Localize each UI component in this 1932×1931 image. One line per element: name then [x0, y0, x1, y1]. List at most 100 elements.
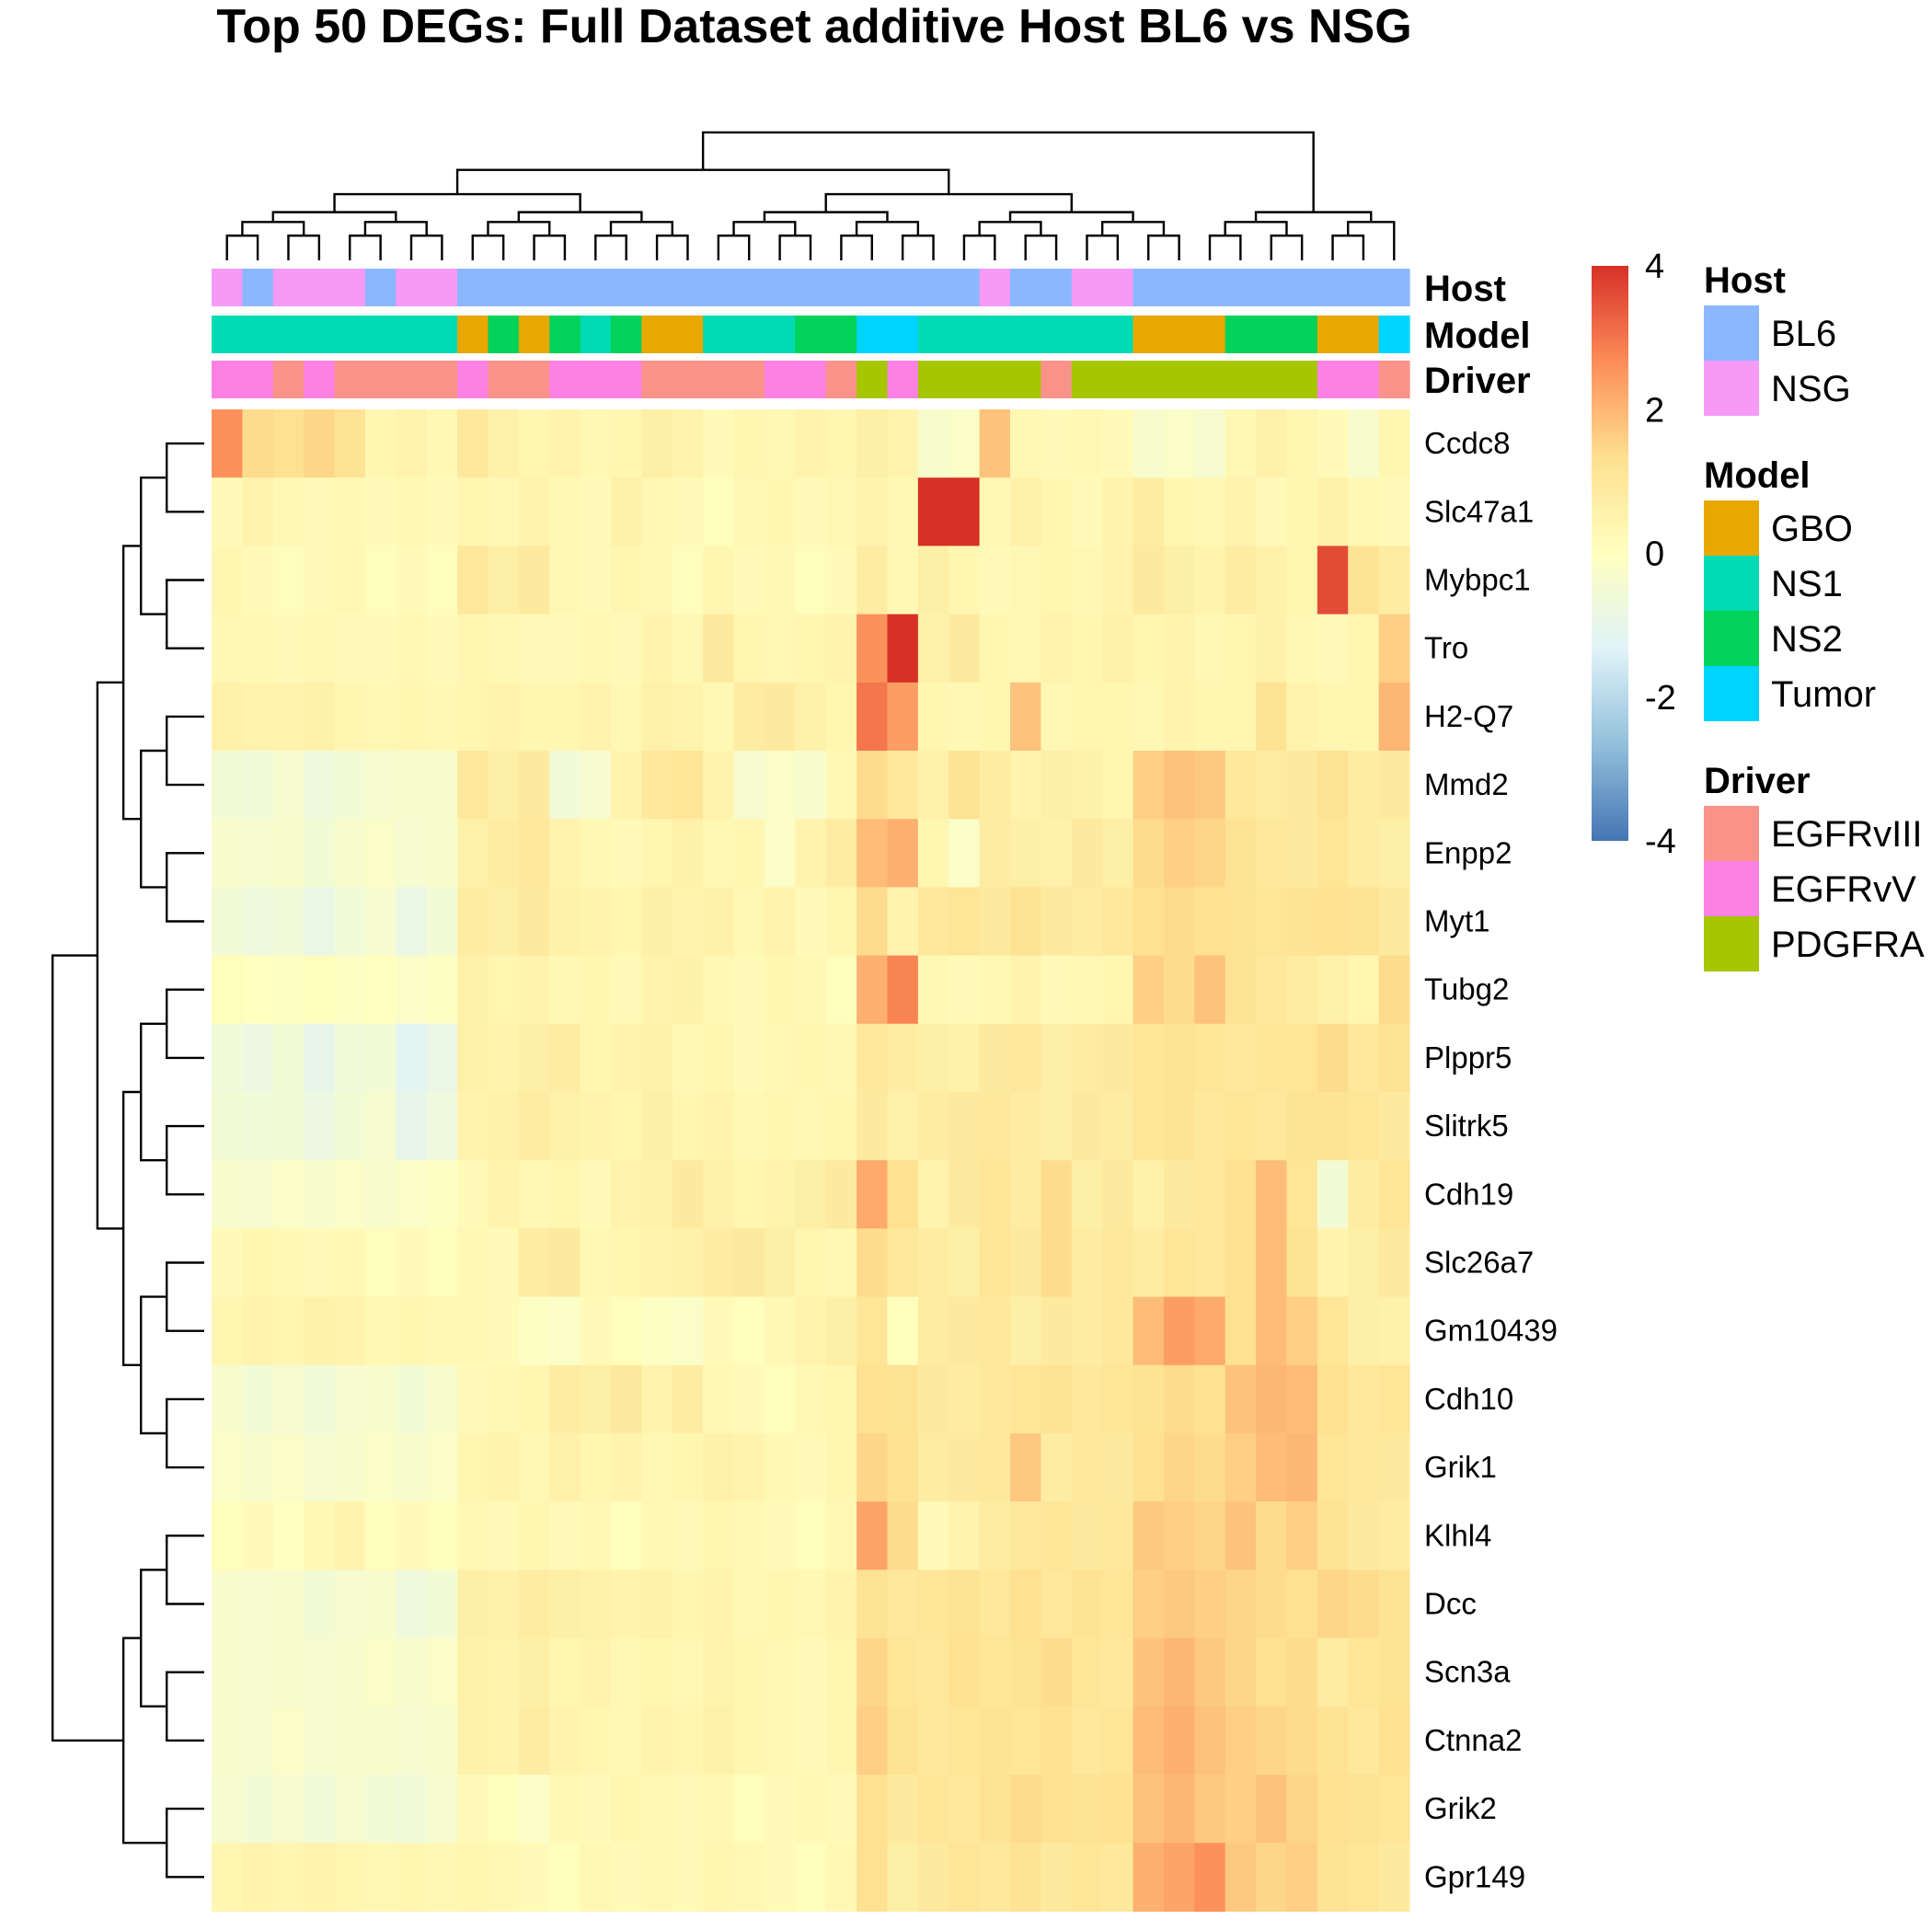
heatmap-cell [272, 1501, 305, 1570]
heatmap-cell [949, 955, 981, 1025]
heatmap-cell [672, 1775, 704, 1844]
legend-label: GBO [1771, 509, 1853, 549]
heatmap-cell [1378, 614, 1410, 684]
heatmap-cell [212, 751, 243, 820]
heatmap-cell [1010, 1706, 1041, 1776]
annotation-cell-host [611, 269, 642, 306]
heatmap-cell [1102, 546, 1134, 615]
annotation-cell-host [979, 269, 1011, 306]
heatmap-cell [949, 1433, 981, 1502]
heatmap-cell [1256, 1843, 1288, 1912]
annotation-cell-driver [917, 361, 949, 398]
heatmap-cell [1194, 1160, 1226, 1229]
heatmap-cell [764, 1433, 796, 1502]
heatmap-cell [457, 1296, 489, 1366]
heatmap-cell [1317, 1092, 1349, 1161]
heatmap-cell [641, 1775, 673, 1844]
heatmap-cell [1378, 1706, 1410, 1776]
heatmap-cell [1133, 1501, 1165, 1570]
heatmap-cell [1041, 1023, 1073, 1093]
heatmap-cell [1102, 1638, 1134, 1707]
heatmap-cell [1256, 1569, 1288, 1639]
annotation-cell-driver [1133, 361, 1165, 398]
annotation-cell-host [703, 269, 735, 306]
heatmap-cell [364, 1501, 397, 1570]
heatmap-cell [212, 955, 243, 1025]
heatmap-cell [518, 1023, 550, 1093]
heatmap-cell [611, 1023, 642, 1093]
heatmap-cell [518, 1501, 550, 1570]
heatmap-cell [1163, 1775, 1195, 1844]
heatmap-cell [364, 614, 397, 684]
heatmap-cell [1133, 1569, 1165, 1639]
heatmap-cell [457, 614, 489, 684]
heatmap-cell [457, 1501, 489, 1570]
heatmap-cell [672, 1364, 704, 1434]
heatmap-cell [242, 546, 274, 615]
heatmap-cell [979, 751, 1011, 820]
heatmap-cell [733, 477, 765, 546]
heatmap-cell [242, 887, 274, 957]
heatmap-cell [426, 751, 458, 820]
heatmap-cell [1010, 1775, 1041, 1844]
heatmap-cell [825, 1843, 857, 1912]
heatmap-cell [1317, 1023, 1349, 1093]
heatmap-cell [304, 1706, 336, 1776]
heatmap-cell [1133, 1843, 1165, 1912]
heatmap-cell [611, 1364, 642, 1434]
heatmap-cell [518, 1160, 550, 1229]
heatmap-cell [1041, 682, 1073, 752]
heatmap-cell [304, 477, 336, 546]
legend-swatch [1704, 500, 1759, 556]
heatmap-cell [426, 1433, 458, 1502]
heatmap-cell [1010, 1638, 1041, 1707]
heatmap-cell [641, 409, 673, 478]
heatmap-cell [1010, 546, 1041, 615]
heatmap-cell [304, 614, 336, 684]
dendrogram-branch [824, 192, 1073, 213]
heatmap-cell [426, 1160, 458, 1229]
annotation-cell-model [795, 316, 827, 353]
heatmap-cell [1317, 1775, 1349, 1844]
heatmap-cell [1041, 546, 1073, 615]
heatmap-cell [457, 546, 489, 615]
gene-labels: Ccdc8 Slc47a1 Mybpc1 Tro H2-Q7 Mmd2 Enpp2 Myt1 T… [1424, 426, 1558, 1893]
heatmap-cell [1194, 409, 1226, 478]
annotation-cell-model [672, 316, 704, 353]
heatmap-cell [979, 1706, 1011, 1776]
annotation-cell-host [887, 269, 919, 306]
heatmap-cell [979, 1501, 1011, 1570]
heatmap-cell [703, 1433, 735, 1502]
heatmap-cell [1286, 1160, 1318, 1229]
heatmap-cell [396, 614, 428, 684]
heatmap-cell [917, 1706, 949, 1776]
heatmap-cell [949, 1569, 981, 1639]
heatmap-cell [549, 819, 581, 888]
heatmap-cell [733, 1160, 765, 1229]
heatmap-cell [641, 1433, 673, 1502]
heatmap-cell [1163, 546, 1195, 615]
heatmap-cell [1071, 477, 1103, 546]
heatmap-cell [949, 1228, 981, 1298]
dendrogram-branch [166, 1807, 204, 1879]
heatmap-cell [1348, 1638, 1380, 1707]
heatmap-cell [857, 1296, 889, 1366]
annotation-cell-model [979, 316, 1011, 353]
heatmap-cell [212, 1433, 243, 1502]
heatmap-cell [1010, 1092, 1041, 1161]
heatmap-cell [364, 546, 397, 615]
heatmap-cell [580, 955, 612, 1025]
heatmap-cell [857, 955, 889, 1025]
gene-label: Tro [1424, 631, 1468, 665]
heatmap-cell [979, 1023, 1011, 1093]
heatmap-cell [457, 955, 489, 1025]
heatmap-cell [549, 1296, 581, 1366]
heatmap-cell [518, 819, 550, 888]
heatmap-cell [212, 1160, 243, 1229]
heatmap-cell [1286, 819, 1318, 888]
heatmap-cell [1256, 751, 1288, 820]
heatmap-cell [212, 1023, 243, 1093]
heatmap-cell [488, 1023, 520, 1093]
heatmap-cell [396, 1296, 428, 1366]
dendrogram-branch [121, 1090, 142, 1366]
